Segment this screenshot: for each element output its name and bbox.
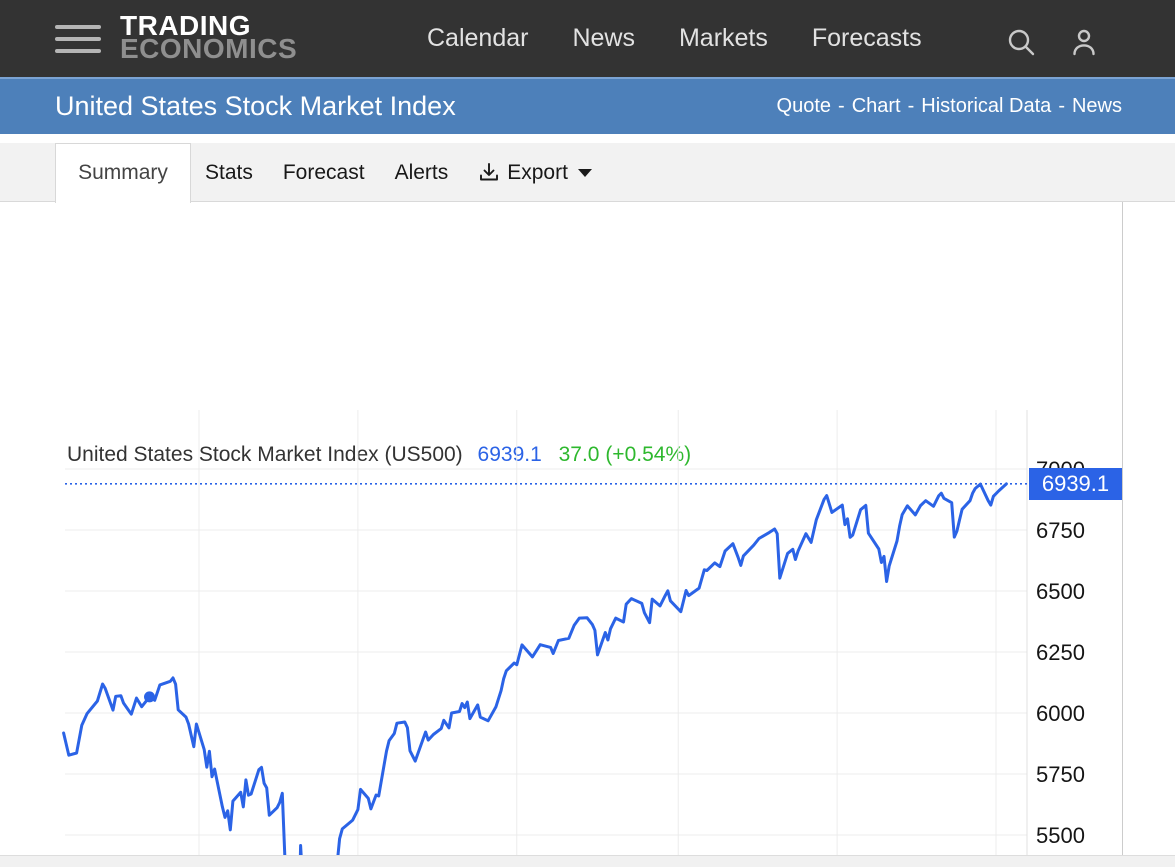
link-separator: - — [907, 95, 915, 117]
chart-instrument-name: United States Stock Market Index (US500) — [67, 443, 463, 466]
page-header: United States Stock Market Index Quote -… — [0, 77, 1175, 134]
price-line — [62, 482, 1008, 867]
chevron-down-icon — [577, 168, 592, 177]
y-axis-label: 6250 — [1036, 640, 1085, 665]
page-header-links: Quote - Chart - Historical Data - News — [777, 79, 1122, 134]
price-chart[interactable]: 700067506500625060005750550052505000MarM… — [0, 404, 1122, 867]
nav-item-forecasts[interactable]: Forecasts — [811, 24, 922, 52]
link-separator: - — [838, 95, 845, 117]
menu-bar — [55, 37, 101, 41]
menu-bar — [55, 49, 101, 53]
nav-item-calendar[interactable]: Calendar — [427, 24, 529, 52]
tab-stats[interactable]: Stats — [205, 160, 253, 184]
y-axis-label: 5500 — [1036, 823, 1085, 848]
tab-forecast[interactable]: Forecast — [282, 160, 365, 184]
y-axis-label: 6500 — [1036, 579, 1085, 604]
tab-strip: Summary Stats Forecast Alerts Export — [0, 143, 1175, 203]
y-axis-label: 5750 — [1036, 762, 1085, 787]
menu-bar — [55, 25, 101, 29]
export-button[interactable]: Export — [463, 161, 607, 185]
y-axis-label: 6000 — [1036, 701, 1085, 726]
content-right-border — [1122, 202, 1123, 855]
chart-header: United States Stock Market Index (US500)… — [67, 443, 691, 467]
download-icon — [480, 162, 499, 180]
tab-row: Stats Forecast Alerts Export — [190, 143, 607, 202]
user-icon[interactable] — [1069, 27, 1099, 57]
menu-button[interactable] — [55, 25, 101, 61]
y-axis-label: 6750 — [1036, 518, 1085, 543]
data-point-marker — [144, 691, 156, 703]
link-chart[interactable]: Chart — [851, 95, 901, 117]
brand-logo[interactable]: TRADING ECONOMICS — [120, 10, 298, 64]
nav-item-news[interactable]: News — [572, 24, 635, 52]
page-background-strip — [0, 855, 1175, 867]
brand-line1: TRADING — [120, 10, 252, 41]
link-quote[interactable]: Quote — [776, 95, 832, 117]
link-news[interactable]: News — [1071, 95, 1122, 117]
chart-price-change: 37.0 (+0.54%) — [558, 443, 692, 466]
chart-card: United States Stock Market Index (US500)… — [0, 202, 1175, 867]
link-historical-data[interactable]: Historical Data — [921, 95, 1052, 117]
current-price-tag: 6939.1 — [1029, 467, 1122, 500]
export-label: Export — [507, 160, 568, 184]
chart-last-price: 6939.1 — [477, 443, 542, 466]
top-nav: TRADING ECONOMICS Calendar News Markets … — [0, 0, 1175, 77]
nav-item-markets[interactable]: Markets — [678, 24, 768, 52]
tab-alerts[interactable]: Alerts — [394, 160, 449, 184]
main-nav: Calendar News Markets Forecasts — [427, 0, 922, 77]
page-title: United States Stock Market Index — [55, 91, 456, 121]
tab-summary[interactable]: Summary — [55, 143, 191, 203]
brand-line2: ECONOMICS — [120, 33, 298, 64]
link-separator: - — [1058, 95, 1065, 117]
search-icon[interactable] — [1006, 27, 1036, 57]
